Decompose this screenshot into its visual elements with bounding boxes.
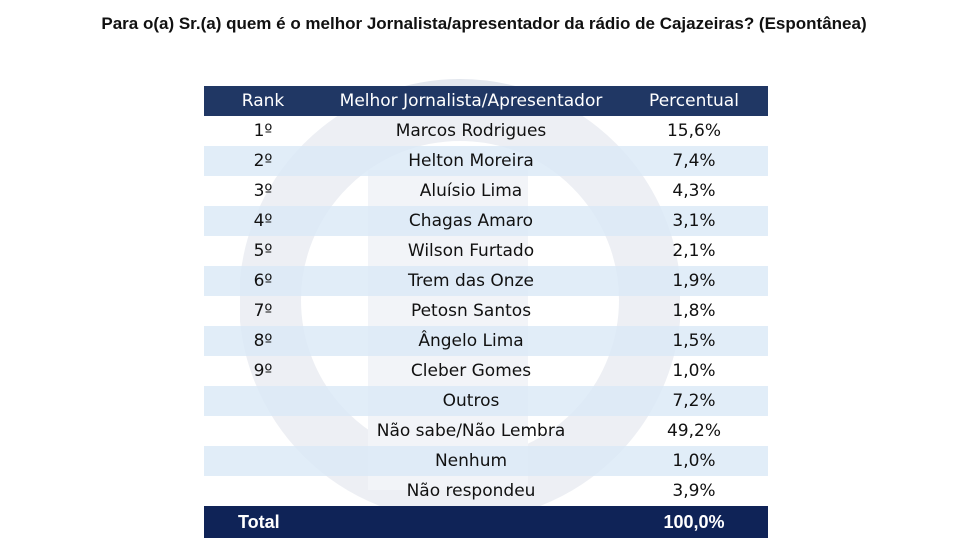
- table-row: Nenhum 1,0%: [204, 446, 768, 476]
- name-cell: Trem das Onze: [408, 271, 534, 291]
- table-row: Outros 7,2%: [204, 386, 768, 416]
- name-cell: Marcos Rodrigues: [395, 121, 547, 141]
- table-row: Não sabe/Não Lembra 49,2%: [204, 416, 768, 446]
- name-cell: Petosn Santos: [410, 301, 532, 321]
- table-row: 8º Ângelo Lima 1,5%: [204, 326, 768, 356]
- rank-cell: [204, 446, 322, 476]
- ranking-table: Rank Melhor Jornalista/Apresentador Perc…: [204, 86, 768, 538]
- table-row: 2º Helton Moreira 7,4%: [204, 146, 768, 176]
- percent-cell: 1,0%: [672, 451, 716, 471]
- percent-cell: 15,6%: [666, 121, 721, 141]
- rank-cell: 5º: [253, 241, 273, 261]
- percent-cell: 49,2%: [666, 421, 721, 441]
- rank-cell: 8º: [253, 331, 273, 351]
- name-cell: Não respondeu: [406, 481, 536, 501]
- rank-cell: 7º: [253, 301, 273, 321]
- column-header-rank: Rank: [204, 86, 322, 116]
- name-cell: Helton Moreira: [408, 151, 534, 171]
- rank-cell: [204, 386, 322, 416]
- column-header-name: Melhor Jornalista/Apresentador: [322, 86, 620, 116]
- total-row: Total 100,0%: [204, 506, 768, 538]
- table-row: 9º Cleber Gomes 1,0%: [204, 356, 768, 386]
- percent-cell: 3,1%: [672, 211, 716, 231]
- name-cell: Aluísio Lima: [419, 181, 523, 201]
- table-row: 4º Chagas Amaro 3,1%: [204, 206, 768, 236]
- percent-cell: 1,0%: [672, 361, 716, 381]
- page-title: Para o(a) Sr.(a) quem é o melhor Jornali…: [101, 14, 867, 33]
- name-cell: Wilson Furtado: [407, 241, 535, 261]
- total-label: Total: [204, 506, 322, 538]
- rank-cell: 6º: [253, 271, 273, 291]
- table-row: 5º Wilson Furtado 2,1%: [204, 236, 768, 266]
- percent-cell: 7,4%: [672, 151, 716, 171]
- rank-cell: 3º: [253, 181, 273, 201]
- total-spacer: [322, 506, 620, 538]
- rank-cell: 2º: [253, 151, 273, 171]
- name-cell: Outros: [442, 391, 500, 411]
- percent-cell: 4,3%: [672, 181, 716, 201]
- percent-cell: 2,1%: [672, 241, 716, 261]
- rank-cell: 1º: [253, 121, 273, 141]
- percent-cell: 1,8%: [672, 301, 716, 321]
- percent-cell: 1,9%: [672, 271, 716, 291]
- name-cell: Cleber Gomes: [410, 361, 532, 381]
- table-row: 1º Marcos Rodrigues 15,6%: [204, 116, 768, 146]
- table-row: 3º Aluísio Lima 4,3%: [204, 176, 768, 206]
- rank-cell: 4º: [253, 211, 273, 231]
- rank-cell: 9º: [253, 361, 273, 381]
- name-cell: Não sabe/Não Lembra: [376, 421, 566, 441]
- table-row: 6º Trem das Onze 1,9%: [204, 266, 768, 296]
- percent-cell: 3,9%: [672, 481, 716, 501]
- table-row: 7º Petosn Santos 1,8%: [204, 296, 768, 326]
- percent-cell: 1,5%: [672, 331, 716, 351]
- name-cell: Ângelo Lima: [418, 331, 524, 351]
- column-header-percent: Percentual: [620, 86, 768, 116]
- name-cell: Chagas Amaro: [408, 211, 534, 231]
- percent-cell: 7,2%: [672, 391, 716, 411]
- name-cell: Nenhum: [434, 451, 508, 471]
- rank-cell: [204, 476, 322, 506]
- total-value: 100,0%: [620, 506, 768, 538]
- table-row: Não respondeu 3,9%: [204, 476, 768, 506]
- table-header-row: Rank Melhor Jornalista/Apresentador Perc…: [204, 86, 768, 116]
- rank-cell: [204, 416, 322, 446]
